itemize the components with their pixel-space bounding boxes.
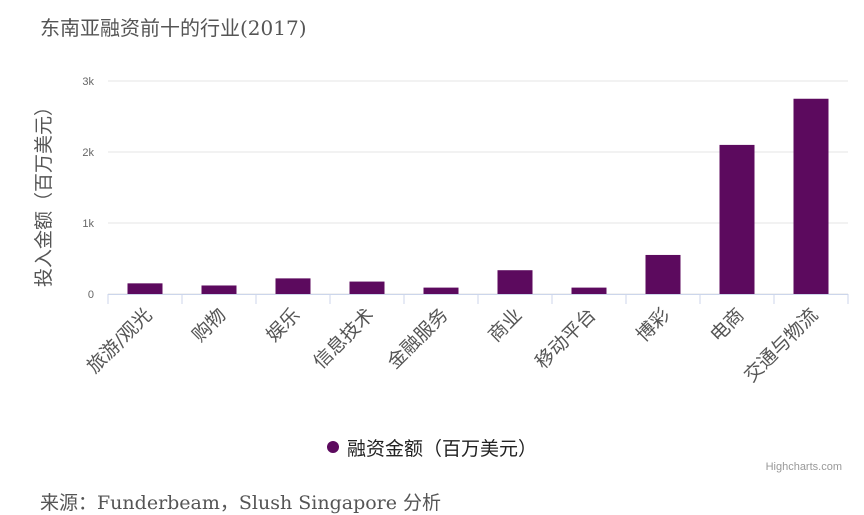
x-category-label: 移动平台 — [531, 304, 600, 373]
bar[interactable] — [276, 278, 311, 294]
bar-chart: 0 1k 2k 3k 投入金额（百万美元） 旅游/观光 购物 娱乐 信息技术 金融服务 商业 移动平台… — [0, 0, 864, 430]
y-axis-title: 投入金额（百万美元） — [33, 97, 55, 287]
x-category-label: 金融服务 — [383, 304, 452, 373]
x-category-label: 旅游/观光 — [83, 304, 157, 378]
x-category-label: 娱乐 — [262, 304, 304, 346]
bar[interactable] — [720, 145, 755, 294]
highcharts-credit[interactable]: Highcharts.com — [766, 461, 842, 473]
bar[interactable] — [572, 288, 607, 294]
y-tick-label: 3k — [82, 76, 94, 88]
y-tick-label: 2k — [82, 147, 94, 159]
legend-swatch — [327, 441, 339, 453]
x-category-label: 电商 — [706, 304, 748, 346]
legend-label: 融资金额（百万美元） — [347, 438, 537, 460]
bar[interactable] — [794, 99, 829, 294]
bar[interactable] — [498, 270, 533, 294]
bar[interactable] — [128, 283, 163, 294]
x-category-label: 交通与物流 — [740, 304, 823, 387]
x-category-label: 博彩 — [632, 304, 674, 346]
x-category-label: 商业 — [484, 304, 526, 346]
legend[interactable]: 融资金额（百万美元） — [0, 434, 864, 461]
bar[interactable] — [646, 255, 681, 294]
bar[interactable] — [202, 285, 237, 294]
bar[interactable] — [350, 282, 385, 294]
x-category-label: 信息技术 — [309, 304, 378, 373]
y-tick-label: 0 — [88, 289, 94, 301]
bar[interactable] — [424, 288, 459, 294]
source-note: 来源：Funderbeam，Slush Singapore 分析 — [40, 488, 441, 515]
x-category-label: 购物 — [188, 304, 230, 346]
y-tick-label: 1k — [82, 218, 94, 230]
